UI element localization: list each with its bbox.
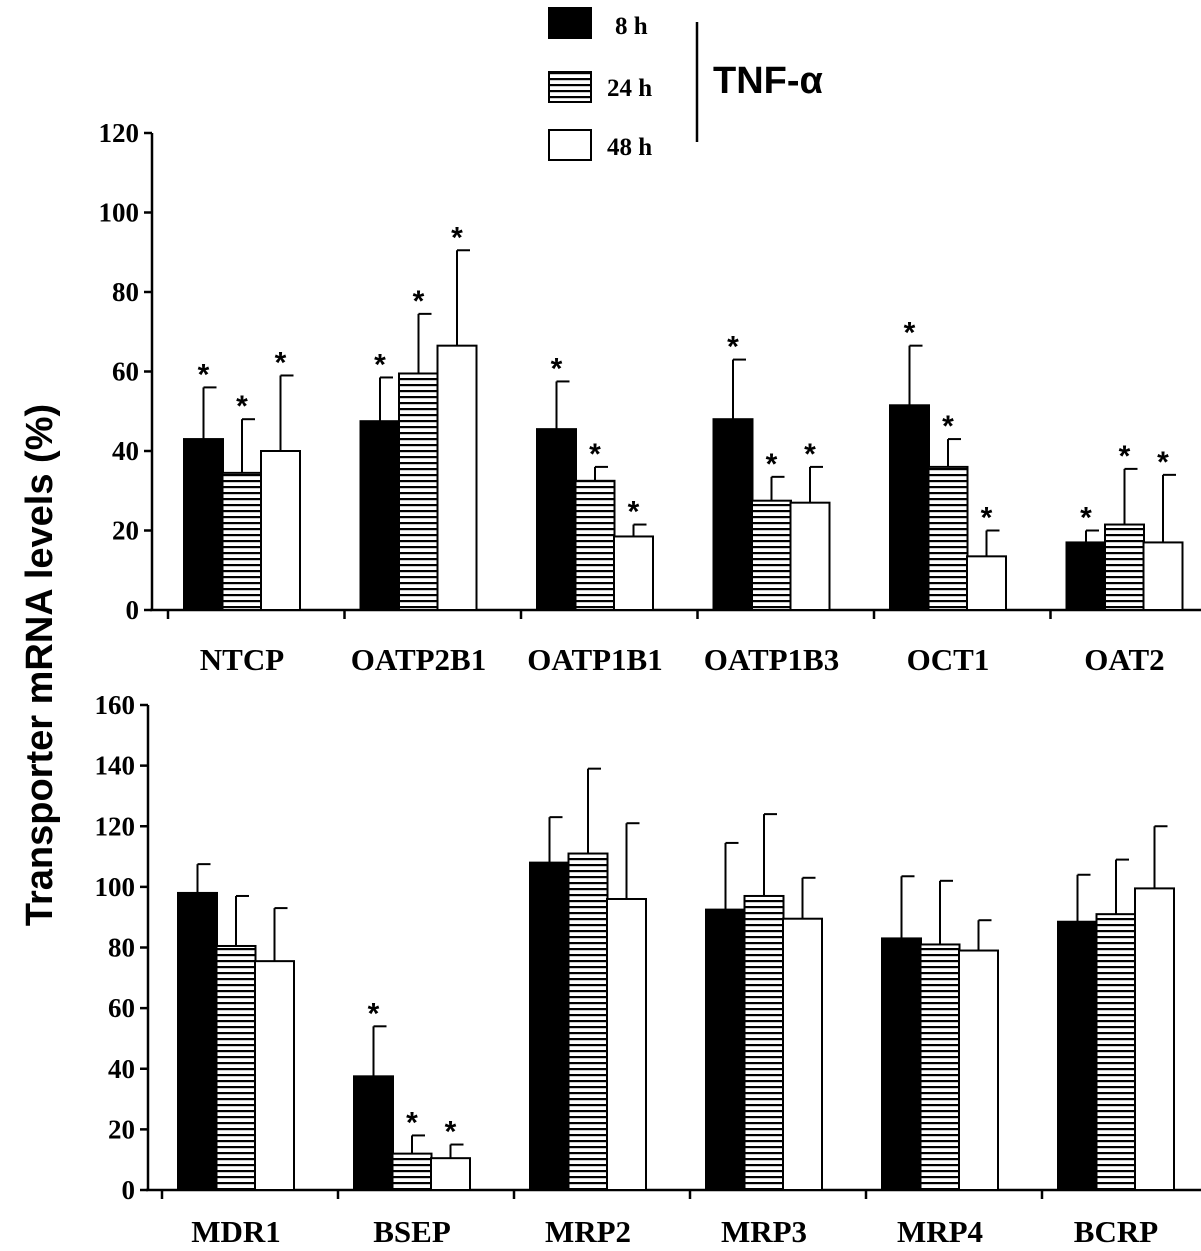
y-tick-label: 80 bbox=[108, 933, 135, 963]
y-tick-label: 20 bbox=[112, 516, 139, 546]
lower-panel: 0 20 40 60 80 100 120 140 160 MDR1 BSEP * * * MRP2 MRP3… bbox=[95, 690, 1201, 1249]
bar bbox=[183, 438, 224, 612]
bar bbox=[567, 852, 609, 1191]
y-tick-label: 20 bbox=[108, 1114, 135, 1144]
significance-star: * bbox=[942, 410, 954, 443]
significance-star: * bbox=[1157, 446, 1169, 479]
treatment-label: TNF-α bbox=[713, 60, 823, 102]
bar bbox=[613, 535, 654, 612]
significance-star: * bbox=[406, 1106, 418, 1139]
legend-swatch-8h bbox=[548, 7, 592, 39]
bar bbox=[743, 894, 785, 1191]
y-tick-label: 60 bbox=[112, 357, 139, 387]
category-label: OCT1 bbox=[907, 642, 990, 677]
significance-star: * bbox=[198, 358, 210, 391]
significance-star: * bbox=[275, 346, 287, 379]
bar bbox=[574, 479, 616, 611]
bar bbox=[1057, 920, 1098, 1191]
significance-star: * bbox=[804, 438, 816, 471]
y-tick-label: 120 bbox=[99, 118, 140, 148]
category-label: BCRP bbox=[1074, 1214, 1158, 1249]
y-tick-label: 120 bbox=[95, 811, 136, 841]
bar bbox=[751, 499, 792, 611]
y-tick-label: 0 bbox=[126, 595, 140, 625]
significance-star: * bbox=[368, 997, 380, 1030]
legend-label-8h: 8 h bbox=[615, 13, 648, 40]
bar bbox=[353, 1075, 394, 1191]
bar bbox=[221, 471, 263, 611]
bar bbox=[705, 908, 746, 1191]
y-tick-label: 80 bbox=[112, 277, 139, 307]
category-label: OATP1B1 bbox=[527, 642, 663, 677]
bar bbox=[536, 428, 577, 612]
upper-panel: 0 20 40 60 80 100 120 NTCP * * * OATP2B1 * * * OATP1B1 *… bbox=[99, 118, 1201, 677]
category-label: OATP2B1 bbox=[351, 642, 487, 677]
legend-swatch-24h bbox=[548, 71, 592, 103]
y-tick-label: 140 bbox=[95, 751, 136, 781]
y-tick-label: 0 bbox=[122, 1175, 136, 1205]
category-label: MDR1 bbox=[191, 1214, 281, 1249]
bar bbox=[391, 1152, 433, 1191]
y-tick-label: 100 bbox=[99, 198, 140, 228]
bar bbox=[889, 404, 930, 611]
significance-star: * bbox=[904, 317, 916, 350]
bar bbox=[215, 944, 257, 1191]
bar bbox=[966, 555, 1007, 612]
bar bbox=[436, 344, 478, 611]
legend-label-24h: 24 h bbox=[607, 75, 652, 102]
bar bbox=[254, 960, 295, 1191]
y-tick-label: 40 bbox=[108, 1054, 135, 1084]
category-label: MRP4 bbox=[897, 1214, 983, 1249]
significance-star: * bbox=[727, 331, 739, 364]
bar bbox=[430, 1157, 471, 1191]
category-label: NTCP bbox=[200, 642, 284, 677]
bar bbox=[260, 450, 301, 611]
legend-label-48h: 48 h bbox=[607, 134, 652, 161]
significance-star: * bbox=[589, 438, 601, 471]
bar bbox=[606, 898, 647, 1191]
bar bbox=[1095, 913, 1137, 1191]
bar bbox=[789, 501, 831, 611]
bar bbox=[919, 943, 961, 1191]
bar bbox=[1134, 887, 1175, 1191]
category-label: OAT2 bbox=[1084, 642, 1164, 677]
significance-star: * bbox=[981, 502, 993, 535]
bar bbox=[881, 937, 922, 1191]
legend: 8 h 24 h 48 h TNF-α bbox=[548, 7, 823, 161]
bar bbox=[927, 465, 969, 611]
category-label: MRP3 bbox=[721, 1214, 807, 1249]
category-label: BSEP bbox=[373, 1214, 451, 1249]
significance-star: * bbox=[551, 352, 563, 385]
category-label: MRP2 bbox=[545, 1214, 631, 1249]
significance-star: * bbox=[236, 390, 248, 423]
significance-star: * bbox=[628, 496, 640, 529]
y-tick-label: 160 bbox=[95, 690, 136, 720]
y-tick-label: 100 bbox=[95, 872, 136, 902]
bar bbox=[1065, 541, 1107, 611]
bar bbox=[712, 418, 754, 612]
y-tick-label: 40 bbox=[112, 436, 139, 466]
significance-star: * bbox=[374, 348, 386, 381]
bar bbox=[529, 861, 570, 1191]
significance-star: * bbox=[1080, 502, 1092, 535]
bar bbox=[1142, 541, 1184, 611]
bar bbox=[398, 372, 439, 611]
significance-star: * bbox=[451, 221, 463, 254]
significance-star: * bbox=[766, 448, 778, 481]
y-tick-label: 60 bbox=[108, 993, 135, 1023]
y-axis-label: Transporter mRNA levels (%) bbox=[19, 404, 61, 926]
bar bbox=[1104, 523, 1145, 611]
bar bbox=[359, 420, 401, 611]
significance-star: * bbox=[413, 285, 425, 318]
bar bbox=[177, 891, 218, 1191]
bar bbox=[958, 949, 999, 1191]
category-label: OATP1B3 bbox=[704, 642, 840, 677]
legend-swatch-48h bbox=[548, 129, 592, 161]
significance-star: * bbox=[445, 1116, 457, 1149]
bar bbox=[782, 917, 823, 1191]
significance-star: * bbox=[1119, 440, 1131, 473]
